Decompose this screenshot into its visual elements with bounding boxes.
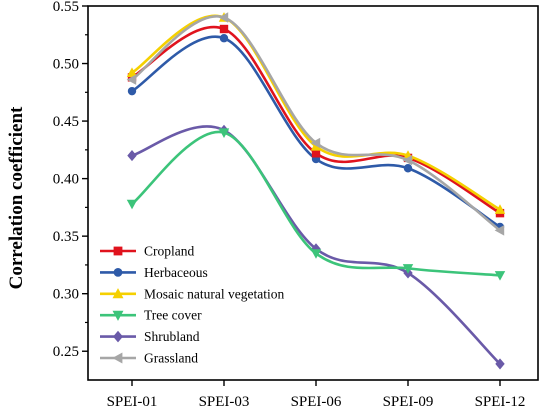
data-point-tree-cover	[402, 264, 414, 274]
data-point-tree-cover	[310, 249, 322, 259]
data-point-grassland	[402, 154, 413, 166]
legend-label-herbaceous: Herbaceous	[144, 265, 208, 280]
y-tick-label: 0.45	[53, 114, 79, 130]
x-tick-label: SPEI-06	[291, 394, 342, 410]
data-point-grassland	[494, 225, 505, 236]
x-tick-label: SPEI-01	[107, 394, 158, 410]
data-point-grassland	[218, 12, 229, 23]
y-tick-label: 0.40	[53, 172, 79, 188]
legend-label-shrubland: Shrubland	[144, 329, 200, 344]
data-point-tree-cover	[218, 128, 230, 138]
legend-label-grassland: Grassland	[144, 351, 198, 366]
y-axis-label: Correlation coefficient	[6, 106, 27, 289]
data-point-cropland	[311, 149, 321, 158]
data-point-tree-cover	[126, 199, 138, 210]
plot-area: 0.25 0.30 0.35 0.40 0.45 0.50 0.55 SPEI-01 SPEI-…	[53, 0, 539, 410]
y-tick-label: 0.55	[53, 0, 79, 15]
data-point-cropland	[219, 24, 229, 34]
legend-marker-herbaceous	[113, 267, 123, 277]
legend-label-cropland: Cropland	[144, 244, 194, 259]
data-point-grassland	[310, 137, 321, 149]
legend-marker-tree-cover	[112, 310, 124, 321]
series-line-tree-cover	[131, 130, 501, 277]
legend-label-tree-cover: Tree cover	[144, 308, 202, 323]
series-line-herbaceous	[131, 35, 501, 229]
y-tick-label: 0.30	[53, 287, 79, 303]
y-tick-label: 0.35	[53, 229, 79, 245]
legend-marker-grassland	[112, 352, 123, 364]
data-point-mosaic-natural-vegetation	[494, 204, 506, 214]
data-point-grassland	[126, 74, 137, 85]
legend-marker-shrubland	[113, 330, 123, 343]
data-point-herbaceous	[403, 164, 413, 173]
x-tick-label: SPEI-03	[199, 394, 250, 410]
data-point-mosaic-natural-vegetation	[126, 67, 138, 77]
legend-marker-cropland	[113, 246, 123, 256]
data-point-herbaceous	[219, 34, 229, 43]
x-tick-label: SPEI-12	[475, 394, 526, 410]
data-point-shrubland	[127, 150, 137, 162]
data-point-shrubland	[495, 358, 505, 370]
data-point-herbaceous	[127, 86, 137, 96]
y-tick-label: 0.25	[53, 344, 79, 360]
series-line-mosaic-natural-vegetation	[131, 14, 501, 211]
y-tick-label: 0.50	[53, 57, 79, 73]
x-tick-label: SPEI-09	[383, 394, 434, 410]
legend-label-mosaic-natural-vegetation: Mosaic natural vegetation	[144, 286, 284, 301]
plot-frame	[87, 5, 539, 381]
series-line-grassland	[131, 15, 501, 232]
data-point-tree-cover	[494, 271, 506, 281]
legend-marker-mosaic-natural-vegetation	[112, 288, 124, 299]
